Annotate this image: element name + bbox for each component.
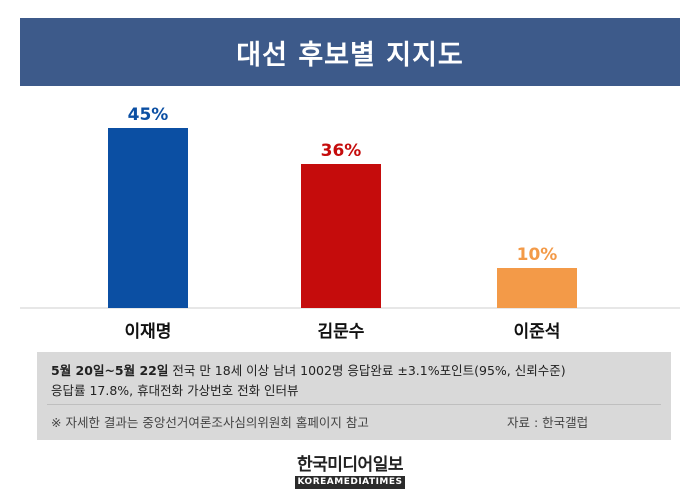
survey-response-rate: 응답률 17.8%, 휴대전화 가상번호 전화 인터뷰 bbox=[51, 383, 299, 398]
publisher-logo: 한국미디어일보 KOREAMEDIATIMES bbox=[290, 455, 410, 495]
chart-title: 대선 후보별 지지도 bbox=[20, 18, 680, 86]
category-label-3: 이준석 bbox=[514, 322, 561, 342]
bar-value-label-3: 10% bbox=[517, 245, 558, 265]
info-divider bbox=[47, 404, 661, 405]
bar-value-label-1: 45% bbox=[128, 105, 169, 125]
logo-english-text: KOREAMEDIATIMES bbox=[295, 476, 405, 489]
bar-2 bbox=[301, 164, 381, 308]
data-source: 자료 : 한국갤럽 bbox=[507, 415, 589, 430]
category-label-1: 이재명 bbox=[125, 322, 172, 342]
bar-1 bbox=[108, 128, 188, 308]
survey-method: 전국 만 18세 이상 남녀 1002명 응답완료 ±3.1%포인트(95%, … bbox=[168, 363, 566, 378]
bar-value-label-2: 36% bbox=[321, 141, 362, 161]
logo-korean-text: 한국미디어일보 bbox=[297, 455, 403, 475]
survey-dates: 5월 20일~5월 22일 bbox=[51, 363, 169, 378]
bar-3 bbox=[497, 268, 577, 308]
reference-note: ※ 자세한 결과는 중앙선거여론조사심의위원회 홈페이지 참고 bbox=[51, 415, 369, 430]
bar-chart: 45% 이재명 36% 김문수 10% 이준석 bbox=[20, 105, 680, 342]
category-label-2: 김문수 bbox=[318, 322, 365, 342]
survey-info-box: 5월 20일~5월 22일 전국 만 18세 이상 남녀 1002명 응답완료 … bbox=[37, 352, 671, 440]
